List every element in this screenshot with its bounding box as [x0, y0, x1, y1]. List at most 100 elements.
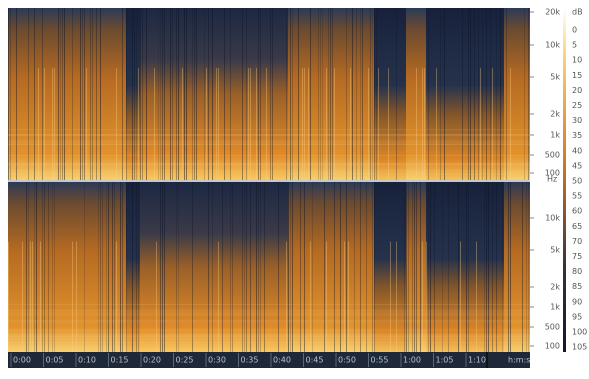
spectrogram-column [178, 182, 180, 352]
time-label: 0:10 [78, 356, 96, 365]
spectrogram-column [74, 182, 76, 352]
harmonic-band [8, 134, 530, 136]
spectrogram-glint [72, 241, 73, 352]
spectrogram-column [40, 182, 42, 352]
spectrogram-shade [478, 8, 479, 180]
spectrogram-column [402, 8, 404, 180]
spectrogram-column [400, 182, 402, 352]
spectrogram-column [86, 182, 88, 352]
spectrogram-shade [126, 8, 127, 180]
spectrogram-column [136, 8, 138, 180]
time-label: 0:25 [176, 356, 194, 365]
spectrogram-glint [206, 68, 207, 180]
spectrogram-column [468, 8, 470, 180]
spectrogram-shade [412, 182, 413, 352]
spectrogram-column [328, 8, 330, 180]
spectrogram-shade [242, 182, 243, 352]
spectrogram-column [128, 182, 130, 352]
spectrogram-column [126, 182, 128, 352]
spectrogram-column [120, 8, 122, 180]
spectrogram-shade [372, 8, 373, 180]
spectrogram-shade [524, 8, 525, 180]
spectrogram-glint [30, 241, 31, 352]
spectrogram-column [406, 8, 408, 180]
spectrogram-shade [502, 182, 503, 352]
spectrogram-shade [420, 182, 421, 352]
spectrogram-shade [138, 182, 139, 352]
spectrogram-column [30, 182, 32, 352]
spectrogram-glint [182, 68, 183, 180]
spectrogram-shade [356, 8, 357, 180]
spectrogram-column [440, 182, 442, 352]
freq-label: 10k [545, 214, 560, 223]
spectrogram-column [370, 8, 372, 180]
spectrogram-column [162, 8, 164, 180]
spectrogram-column [308, 8, 310, 180]
spectrogram-column [156, 182, 158, 352]
spectrogram-column [384, 182, 386, 352]
spectrogram-column [182, 182, 184, 352]
spectrogram-column [244, 182, 246, 352]
spectrogram-column [380, 182, 382, 352]
spectrogram-column [298, 8, 300, 180]
spectrogram-column [154, 8, 156, 180]
spectrogram-column [472, 182, 474, 352]
freq-label: 5k [550, 73, 560, 82]
spectrogram-shade [288, 182, 289, 352]
spectrogram-column [438, 8, 440, 180]
spectrogram-shade [332, 8, 333, 180]
spectrogram-column [320, 182, 322, 352]
harmonic-band [8, 140, 530, 142]
spectrogram-column [264, 182, 266, 352]
spectrogram-column [304, 182, 306, 352]
spectrogram-column [492, 8, 494, 180]
spectrogram-shade [458, 182, 459, 352]
spectrogram-shade [320, 8, 321, 180]
spectrogram-column [246, 182, 248, 352]
spectrogram-column [426, 8, 428, 180]
spectrogram-shade [90, 8, 91, 180]
spectrogram [8, 8, 530, 352]
spectrogram-column [250, 8, 252, 180]
spectrogram-column [434, 182, 436, 352]
spectrogram-glint [156, 241, 157, 352]
spectrogram-column [490, 182, 492, 352]
spectrogram-column [132, 8, 134, 180]
spectrogram-column [520, 182, 522, 352]
spectrogram-shade [34, 8, 35, 180]
spectrogram-shade [82, 8, 83, 180]
spectrogram-column [262, 182, 264, 352]
spectrogram-column [232, 8, 234, 180]
harmonic-band [8, 333, 530, 335]
time-label: 0:30 [208, 356, 226, 365]
spectrogram-column [468, 182, 470, 352]
spectrogram-shade [222, 182, 223, 352]
spectrogram-glint [76, 241, 77, 352]
spectrogram-column [522, 8, 524, 180]
spectrogram-column [210, 8, 212, 180]
harmonic-band [8, 164, 530, 166]
spectrogram-column [318, 8, 320, 180]
spectrogram-column [300, 8, 302, 180]
spectrogram-column [8, 8, 10, 180]
spectrogram-shade [484, 182, 485, 352]
spectrogram-column [172, 182, 174, 352]
spectrogram-column [502, 182, 504, 352]
harmonic-band [8, 313, 530, 315]
spectrogram-column [170, 8, 172, 180]
spectrogram-column [514, 8, 516, 180]
time-label: 1:05 [436, 356, 454, 365]
spectrogram-column [332, 8, 334, 180]
spectrogram-column [274, 182, 276, 352]
db-colorbar [563, 8, 566, 352]
spectrogram-column [500, 182, 502, 352]
spectrogram-column [212, 182, 214, 352]
freq-label: 2k [550, 110, 560, 119]
spectrogram-glint [308, 68, 309, 180]
spectrogram-column [488, 8, 490, 180]
spectrogram-shade [230, 182, 231, 352]
spectrogram-column [458, 182, 460, 352]
db-label: 0 [572, 26, 577, 35]
spectrogram-column [512, 182, 514, 352]
spectrogram-column [240, 182, 242, 352]
